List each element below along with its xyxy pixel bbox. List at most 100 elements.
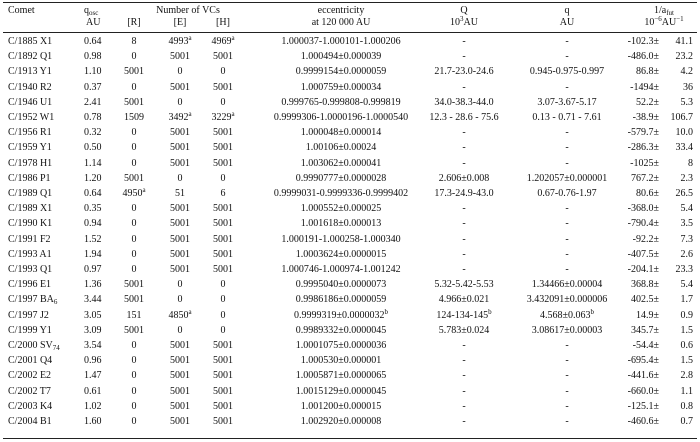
comet-name: C/1996 E1 bbox=[8, 279, 52, 291]
aphelion-value: - bbox=[462, 416, 466, 427]
perihelion-value: - bbox=[565, 157, 569, 169]
perihelion-value-note: b bbox=[590, 307, 595, 316]
comet-name: C/1885 X1 bbox=[8, 36, 53, 47]
aphelion-value: - bbox=[462, 157, 466, 169]
afut-error: 23.3 bbox=[675, 264, 694, 275]
afut-value: -38.9± bbox=[632, 112, 659, 123]
header-r: [R] bbox=[127, 17, 141, 28]
afut-value: -695.4± bbox=[627, 355, 659, 367]
qosc-value: 0.64 bbox=[84, 188, 102, 199]
aphelion-value: - bbox=[462, 233, 466, 245]
afut-error: 41.1 bbox=[675, 36, 694, 47]
qosc-value: 1.10 bbox=[84, 66, 102, 78]
e-count: 3492a bbox=[168, 110, 192, 124]
header-afut: 1/afut bbox=[654, 5, 674, 17]
header-eccentricity: eccentricity bbox=[317, 5, 365, 16]
perihelion-value: 3.432091±0.000006 bbox=[526, 294, 608, 306]
aphelion-value: 17.3-24.9-43.0 bbox=[434, 188, 494, 199]
comet-name: C/1993 Q1 bbox=[8, 264, 53, 275]
aphelion-value: - bbox=[462, 36, 466, 47]
perihelion-value: - bbox=[565, 385, 569, 397]
afut-error: 33.4 bbox=[675, 142, 694, 154]
aphelion-value: - bbox=[462, 218, 466, 230]
afut-value: -790.4± bbox=[627, 218, 659, 230]
comet-name: C/2000 SV74 bbox=[8, 340, 60, 352]
h-count: 5001 bbox=[213, 81, 233, 93]
eccentricity-value: 1.0003624±0.0000015 bbox=[295, 248, 387, 260]
eccentricity-value: 1.003062±0.000041 bbox=[300, 157, 382, 169]
table-row: C/2000 SV74 3.54 0 5001 5001 1.0001075±0.0000… bbox=[0, 338, 700, 354]
eccentricity-value: 1.00106±0.00024 bbox=[305, 142, 377, 154]
afut-error: 36 bbox=[683, 81, 693, 93]
r-count: 0 bbox=[131, 81, 137, 93]
afut-error: 0.6 bbox=[680, 340, 694, 351]
h-count: 5001 bbox=[213, 233, 233, 245]
afut-value: -125.1± bbox=[627, 400, 659, 412]
qosc-value: 0.94 bbox=[84, 218, 102, 230]
comet-name: C/1999 Y1 bbox=[8, 324, 52, 336]
eccentricity-value: 0.9999319±0.0000032b bbox=[294, 307, 388, 321]
perihelion-value: 3.07-3.67-5.17 bbox=[537, 96, 597, 108]
perihelion-value: 4.568±0.063b bbox=[540, 307, 595, 321]
afut-value: -102.3± bbox=[627, 36, 659, 47]
afut-value: -486.0± bbox=[627, 51, 659, 63]
comet-name: C/1997 BA6 bbox=[8, 294, 58, 307]
h-count: 5001 bbox=[213, 416, 233, 427]
afut-value: 368.8± bbox=[631, 279, 659, 291]
aphelion-value: 2.606±0.008 bbox=[438, 172, 490, 184]
e-count: 5001 bbox=[170, 416, 190, 427]
e-count: 5001 bbox=[170, 51, 190, 63]
qosc-value: 0.64 bbox=[84, 36, 102, 47]
afut-error: 26.5 bbox=[675, 188, 694, 199]
r-count: 5001 bbox=[124, 172, 144, 184]
e-count: 5001 bbox=[170, 340, 190, 351]
afut-value: -441.6± bbox=[627, 370, 659, 382]
comet-name: C/2002 E2 bbox=[8, 370, 52, 382]
afut-error: 0.9 bbox=[680, 309, 694, 321]
r-count: 0 bbox=[131, 264, 137, 275]
h-count: 5001 bbox=[213, 127, 233, 139]
comet-name: C/2002 T7 bbox=[8, 385, 51, 397]
perihelion-value: - bbox=[565, 400, 569, 412]
header-h: [H] bbox=[216, 17, 230, 28]
aphelion-value-note: b bbox=[488, 307, 492, 316]
header-number-of-vcs: Number of VCs bbox=[156, 5, 220, 16]
r-count: 0 bbox=[131, 340, 137, 351]
eccentricity-value: 1.000191-1.000258-1.000340 bbox=[281, 233, 401, 245]
r-count: 5001 bbox=[124, 66, 144, 78]
qosc-value: 1.60 bbox=[84, 416, 102, 427]
table-row: C/1997 J2 3.05 151 4850a 0 0.9999319±0.000003… bbox=[0, 308, 700, 324]
afut-error: 1.7 bbox=[680, 294, 694, 306]
qosc-value: 1.14 bbox=[84, 157, 102, 169]
table-row: C/1892 Q1 0.98 0 5001 5001 1.000494±0.000039 -… bbox=[0, 49, 700, 65]
h-count: 0 bbox=[220, 96, 226, 108]
r-count: 0 bbox=[131, 127, 137, 139]
qosc-value: 3.44 bbox=[84, 294, 102, 306]
e-count: 5001 bbox=[170, 142, 190, 154]
table-row: C/1990 K1 0.94 0 5001 5001 1.001618±0.000013 -… bbox=[0, 216, 700, 232]
afut-error: 10.0 bbox=[675, 127, 694, 139]
afut-error: 1.1 bbox=[680, 385, 694, 397]
r-count: 0 bbox=[131, 248, 137, 260]
qosc-value: 3.54 bbox=[84, 340, 102, 351]
aphelion-value: 5.32-5.42-5.53 bbox=[434, 279, 494, 291]
e-count: 0 bbox=[177, 324, 183, 336]
comet-name: C/1990 K1 bbox=[8, 218, 53, 230]
comet-name: C/1913 Y1 bbox=[8, 66, 52, 78]
table-row: C/1946 U1 2.41 5001 0 0 0.999765-0.999808-0.9… bbox=[0, 95, 700, 111]
perihelion-value: 3.08617±0.00003 bbox=[531, 324, 603, 336]
header-e: [E] bbox=[173, 17, 187, 28]
table-bottom-rule bbox=[3, 438, 697, 439]
header-aphelion-Q: Q bbox=[460, 5, 468, 16]
h-count: 0 bbox=[220, 279, 226, 291]
afut-value: 345.7± bbox=[631, 324, 659, 336]
e-count: 5001 bbox=[170, 203, 190, 215]
qosc-value: 0.97 bbox=[84, 264, 102, 275]
e-count: 0 bbox=[177, 96, 183, 108]
aphelion-value: - bbox=[462, 51, 466, 63]
perihelion-value: - bbox=[565, 81, 569, 93]
afut-error: 7.3 bbox=[680, 233, 694, 245]
r-count: 0 bbox=[131, 218, 137, 230]
eccentricity-value: 0.9990777±0.0000028 bbox=[295, 172, 387, 184]
afut-value: -1025± bbox=[630, 157, 659, 169]
